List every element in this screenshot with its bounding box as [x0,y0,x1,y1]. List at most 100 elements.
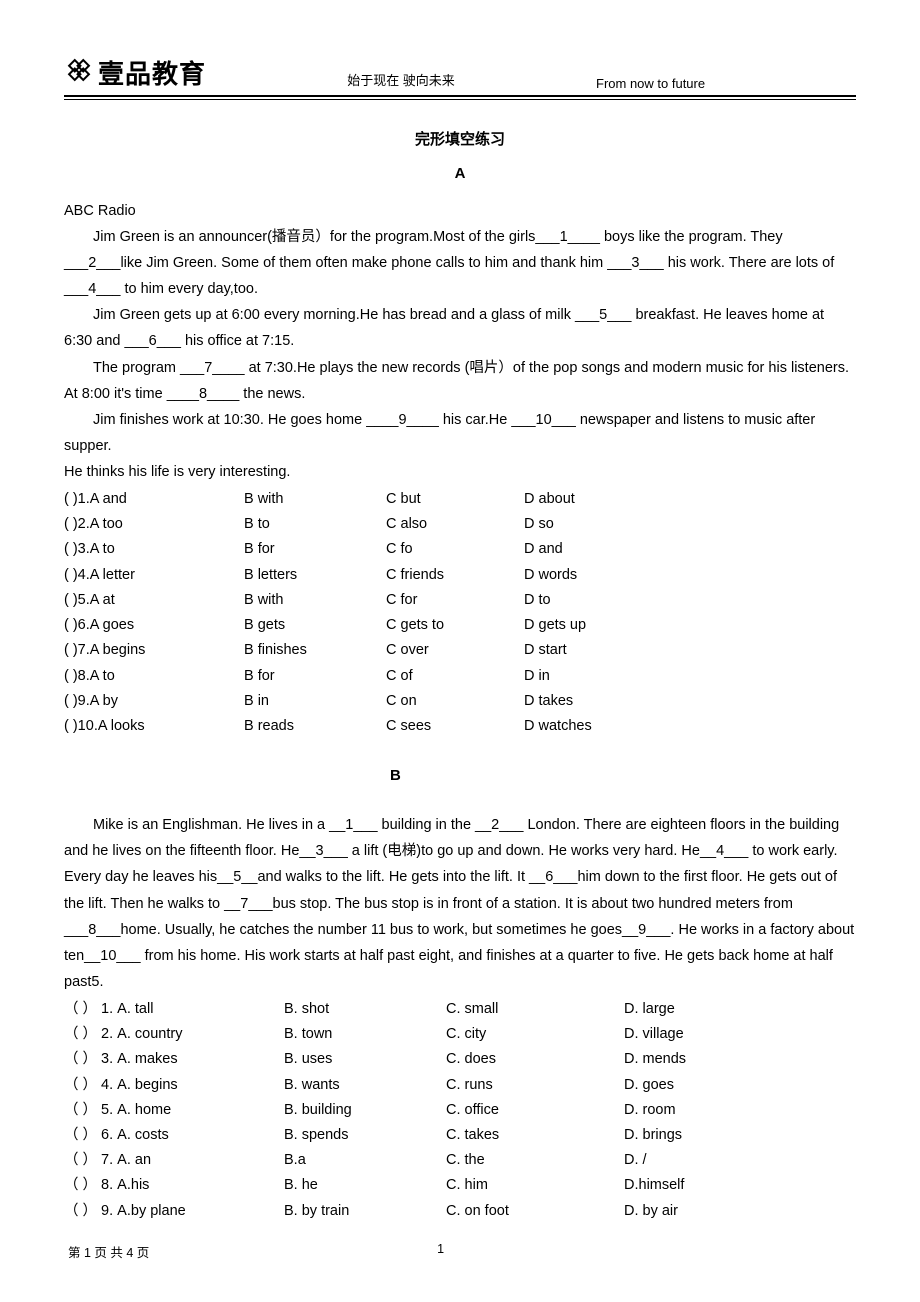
option-b: B with [244,588,386,613]
option-d: D. large [624,997,724,1022]
option-d: D and [524,537,624,562]
option-row: （ ） 1. A. tallB. shotC. smallD. large [64,997,856,1022]
option-stem: （ ） 1. A. tall [64,997,284,1022]
option-row: ( )7.A beginsB finishesC overD start [64,638,856,663]
option-stem: （ ） 8. A.his [64,1173,284,1198]
page-footer: 第 1 页 共 4 页 1 [64,1242,856,1261]
option-row: （ ） 2. A. countryB. townC. cityD. villag… [64,1022,856,1047]
option-b: B. town [284,1022,446,1047]
passage-a-p2: Jim Green gets up at 6:00 every morning.… [64,302,856,354]
option-d: D. mends [624,1047,724,1072]
divider-thick [64,95,856,97]
option-stem: （ ） 2. A. country [64,1022,284,1047]
option-stem: ( )5.A at [64,588,244,613]
option-stem: （ ） 7. A. an [64,1148,284,1173]
option-b: B. wants [284,1073,446,1098]
option-c: C. the [446,1148,624,1173]
option-stem: （ ） 5. A. home [64,1098,284,1123]
option-c: C friends [386,563,524,588]
option-row: ( )8.A toB forC ofD in [64,664,856,689]
option-c: C. takes [446,1123,624,1148]
footer-page-number: 1 [29,1242,852,1261]
option-c: C gets to [386,613,524,638]
passage-b-p1: Mike is an Englishman. He lives in a __1… [64,812,856,995]
option-c: C on [386,689,524,714]
option-row: ( )5.A atB withC forD to [64,588,856,613]
option-d: D. brings [624,1123,724,1148]
header-tagline-cn: 始于现在 驶向未来 [206,70,596,91]
passage-a-p4: Jim finishes work at 10:30. He goes home… [64,407,856,459]
passage-a-p5: He thinks his life is very interesting. [64,459,856,485]
page-header: 壹品教育 始于现在 驶向未来 From now to future [64,54,856,91]
option-d: D watches [524,714,624,739]
option-stem: （ ） 4. A. begins [64,1073,284,1098]
option-c: C. does [446,1047,624,1072]
option-d: D. / [624,1148,724,1173]
option-row: （ ） 3. A. makesB. usesC. doesD. mends [64,1047,856,1072]
option-row: （ ） 9. A.by planeB. by trainC. on footD.… [64,1199,856,1224]
option-row: ( )10.A looksB readsC seesD watches [64,714,856,739]
option-d: D. village [624,1022,724,1047]
option-c: C but [386,487,524,512]
logo-icon [64,55,94,90]
option-stem: ( )8.A to [64,664,244,689]
option-c: C. him [446,1173,624,1198]
option-stem: ( )6.A goes [64,613,244,638]
option-c: C. runs [446,1073,624,1098]
option-row: ( )6.A goesB getsC gets toD gets up [64,613,856,638]
option-b: B.a [284,1148,446,1173]
option-stem: ( )7.A begins [64,638,244,663]
option-c: C sees [386,714,524,739]
option-c: C. office [446,1098,624,1123]
option-d: D gets up [524,613,624,638]
option-row: ( )3.A toB forC foD and [64,537,856,562]
header-tagline-en: From now to future [596,76,705,91]
option-b: B. by train [284,1199,446,1224]
option-row: （ ） 5. A. homeB. buildingC. officeD. roo… [64,1098,856,1123]
option-c: C. small [446,997,624,1022]
option-c: C for [386,588,524,613]
logo-text: 壹品教育 [98,54,206,91]
option-stem: （ ） 3. A. makes [64,1047,284,1072]
option-b: B with [244,487,386,512]
option-row: ( )9.A byB inC onD takes [64,689,856,714]
options-table-a: ( )1.A andB withC butD about ( )2.A tooB… [64,487,856,739]
page-title: 完形填空练习 [64,128,856,149]
option-d: D. room [624,1098,724,1123]
option-d: D about [524,487,624,512]
option-stem: （ ） 6. A. costs [64,1123,284,1148]
option-row: （ ） 6. A. costsB. spendsC. takesD. bring… [64,1123,856,1148]
option-stem: ( )3.A to [64,537,244,562]
option-stem: ( )10.A looks [64,714,244,739]
option-d: D. goes [624,1073,724,1098]
option-c: C fo [386,537,524,562]
option-stem: ( )4.A letter [64,563,244,588]
option-b: B finishes [244,638,386,663]
option-d: D start [524,638,624,663]
option-c: C. on foot [446,1199,624,1224]
option-stem: （ ） 9. A.by plane [64,1199,284,1224]
option-b: B to [244,512,386,537]
option-d: D so [524,512,624,537]
option-row: ( )1.A andB withC butD about [64,487,856,512]
option-c: C of [386,664,524,689]
option-c: C. city [446,1022,624,1047]
option-stem: ( )2.A too [64,512,244,537]
option-row: （ ） 7. A. anB.aC. theD. / [64,1148,856,1173]
option-row: ( )4.A letterB lettersC friendsD words [64,563,856,588]
passage-a-p3: The program ___7____ at 7:30.He plays th… [64,355,856,407]
option-d: D.himself [624,1173,724,1198]
option-stem: ( )1.A and [64,487,244,512]
option-b: B for [244,537,386,562]
option-row: （ ） 8. A.hisB. heC. himD.himself [64,1173,856,1198]
option-d: D. by air [624,1199,724,1224]
option-row: ( )2.A tooB toC alsoD so [64,512,856,537]
option-b: B. he [284,1173,446,1198]
header-tagline-en-wrap: From now to future [596,76,856,91]
option-b: B letters [244,563,386,588]
option-b: B. building [284,1098,446,1123]
option-b: B. shot [284,997,446,1022]
section-b-label: B [390,767,856,784]
passage-a-p1: Jim Green is an announcer(播音员）for the pr… [64,224,856,302]
option-b: B. spends [284,1123,446,1148]
